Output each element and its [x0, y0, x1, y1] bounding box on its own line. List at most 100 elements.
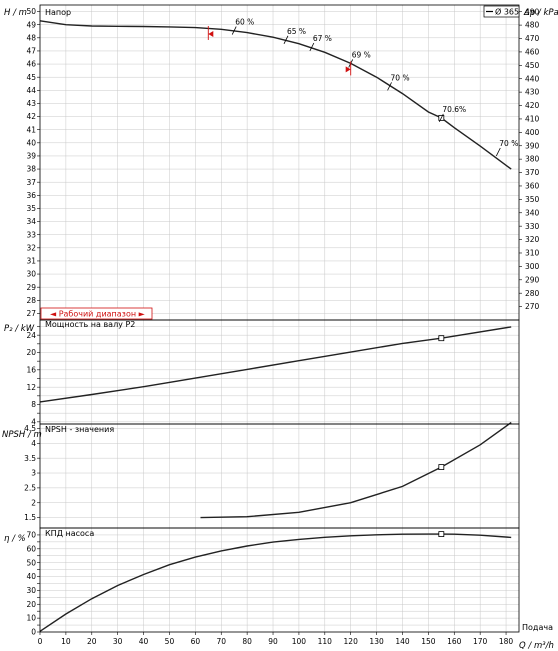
- x-axis-side-label: Подача: [522, 623, 553, 632]
- x-axis-label: Q / m³/h: [519, 641, 554, 651]
- x-tick-label: 140: [395, 637, 410, 646]
- y2-tick-label: 380: [525, 155, 540, 164]
- y-tick-label: 0: [31, 628, 36, 637]
- y-tick-label: 31: [26, 257, 36, 266]
- y-tick-label: 37: [26, 178, 36, 187]
- y2-tick-label: 360: [525, 182, 540, 191]
- x-tick-label: 170: [473, 637, 488, 646]
- efficiency-tick: [438, 113, 444, 123]
- y-tick-label: 28: [26, 296, 36, 305]
- y2-tick-label: 330: [525, 222, 540, 231]
- x-tick-label: 150: [421, 637, 436, 646]
- y2-tick-label: 320: [525, 235, 540, 244]
- y-tick-label: 43: [26, 99, 36, 108]
- x-tick-label: 0: [38, 637, 43, 646]
- series-line: [200, 421, 512, 519]
- y-tick-label: 16: [26, 365, 36, 374]
- x-tick-label: 120: [344, 637, 359, 646]
- efficiency-axis-label: η / %: [4, 534, 26, 544]
- y-tick-label: 60: [26, 544, 36, 553]
- x-tick-label: 180: [499, 637, 514, 646]
- y-tick-label: 36: [26, 191, 36, 200]
- power-panel-title: Мощность на валу P2: [45, 320, 135, 329]
- y-tick-label: 2.5: [24, 483, 36, 492]
- efficiency-label: 70 %: [391, 73, 410, 82]
- npsh-panel-title: NPSH - значения: [45, 425, 114, 434]
- y-tick-label: 4.5: [24, 424, 36, 433]
- y-tick-label: 40: [26, 572, 36, 581]
- efficiency-tick: [231, 26, 237, 35]
- y-tick-label: 30: [26, 270, 36, 279]
- y2-tick-label: 400: [525, 128, 540, 137]
- y-tick-label: 50: [26, 558, 36, 567]
- efficiency-label: 70 %: [499, 139, 518, 148]
- head-panel-title: Напор: [45, 8, 71, 17]
- x-tick-label: 50: [165, 637, 175, 646]
- efficiency-tick: [387, 82, 392, 91]
- y-tick-label: 50: [26, 7, 36, 16]
- y-tick-label: 2: [31, 498, 36, 507]
- y2-tick-label: 480: [525, 21, 540, 30]
- efficiency-label: 70.6%: [442, 105, 466, 114]
- power-axis-label: P₂ / kW: [4, 324, 35, 334]
- x-tick-label: 30: [113, 637, 123, 646]
- y-tick-label: 20: [26, 600, 36, 609]
- x-tick-label: 100: [292, 637, 307, 646]
- operating-range-arrow: [208, 30, 214, 37]
- y2-tick-label: 340: [525, 208, 540, 217]
- y-tick-label: 39: [26, 152, 36, 161]
- y-tick-label: 70: [26, 531, 36, 540]
- y2-tick-label: 450: [525, 61, 540, 70]
- head-axis-label: H / m: [4, 8, 27, 18]
- y2-tick-label: 290: [525, 275, 540, 284]
- efficiency-label: 60 %: [235, 18, 254, 27]
- x-tick-label: 160: [447, 637, 462, 646]
- panel-frame: [39, 4, 520, 321]
- y-tick-label: 48: [26, 33, 36, 42]
- pressure-axis-label: Δp / kPa: [523, 8, 558, 18]
- y-tick-label: 27: [26, 309, 36, 318]
- y-tick-label: 30: [26, 586, 36, 595]
- y-tick-label: 45: [26, 73, 36, 82]
- efficiency-tick: [495, 147, 501, 157]
- y-tick-label: 3.5: [24, 454, 36, 463]
- y2-tick-label: 310: [525, 249, 540, 258]
- y2-tick-label: 490: [525, 7, 540, 16]
- x-tick-label: 60: [191, 637, 201, 646]
- panel-frame: [39, 527, 520, 633]
- x-tick-label: 70: [216, 637, 226, 646]
- y-tick-label: 32: [26, 243, 36, 252]
- y2-tick-label: 370: [525, 168, 540, 177]
- y-tick-label: 10: [26, 614, 36, 623]
- y-tick-label: 20: [26, 348, 36, 357]
- y2-tick-label: 420: [525, 101, 540, 110]
- x-tick-label: 90: [268, 637, 278, 646]
- y-tick-label: 41: [26, 125, 36, 134]
- x-tick-label: 110: [318, 637, 333, 646]
- y2-tick-label: 300: [525, 262, 540, 271]
- y2-tick-label: 270: [525, 302, 540, 311]
- y2-tick-label: 390: [525, 141, 540, 150]
- y2-tick-label: 470: [525, 34, 540, 43]
- y-tick-label: 33: [26, 230, 36, 239]
- efficiency-label: 65 %: [287, 27, 306, 36]
- y-tick-label: 29: [26, 283, 36, 292]
- duty-point-marker: [438, 531, 445, 538]
- panel-frame: [39, 319, 520, 425]
- legend: Ø 365: [483, 5, 520, 18]
- y2-tick-label: 430: [525, 88, 540, 97]
- y-tick-label: 46: [26, 60, 36, 69]
- series-line: [39, 20, 512, 170]
- x-tick-label: 10: [61, 637, 71, 646]
- y2-tick-label: 350: [525, 195, 540, 204]
- y-tick-label: 47: [26, 47, 36, 56]
- x-tick-label: 20: [87, 637, 97, 646]
- y2-tick-label: 280: [525, 289, 540, 298]
- y-tick-label: 34: [26, 217, 36, 226]
- x-tick-label: 80: [242, 637, 252, 646]
- x-tick-label: 40: [139, 637, 149, 646]
- operating-range-box: ◄ Рабочий диапазон ►: [40, 307, 153, 320]
- operating-range-label: ◄ Рабочий диапазон ►: [50, 310, 146, 319]
- duty-point-marker: [438, 335, 445, 342]
